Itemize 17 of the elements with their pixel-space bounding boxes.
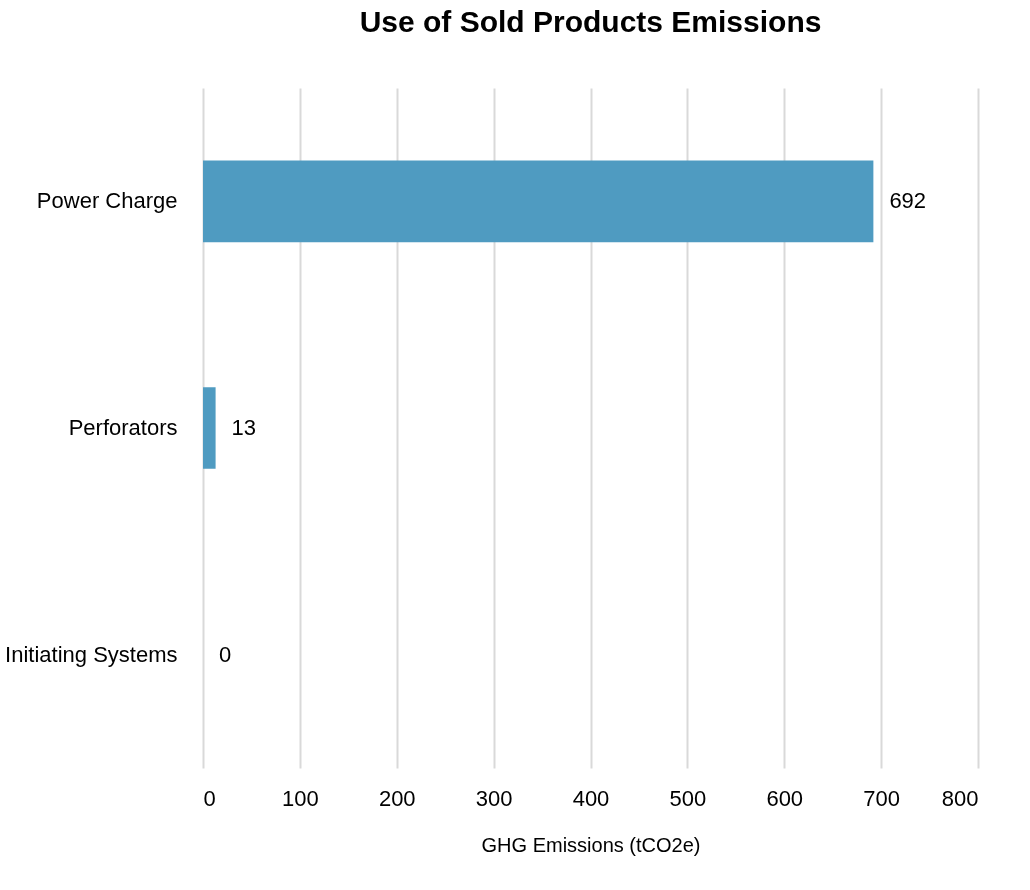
chart-title: Use of Sold Products Emissions — [359, 5, 822, 38]
data-label: 13 — [231, 415, 257, 440]
x-tick-label: 100 — [282, 785, 319, 811]
y-tick-label: Initiating Systems — [5, 641, 178, 667]
x-tick-label: 800 — [941, 785, 979, 811]
y-tick-label: Power Charge — [36, 188, 178, 214]
data-label: 692 — [889, 188, 927, 214]
y-tick-label: Perforators — [68, 415, 178, 440]
x-tick-label: 300 — [475, 785, 513, 811]
x-tick-label: 500 — [669, 785, 707, 811]
x-axis-title: GHG Emissions (tCO2e) — [481, 833, 701, 856]
x-tick-label: 400 — [572, 785, 610, 811]
data-label: 0 — [219, 641, 232, 667]
x-tick-label: 700 — [863, 785, 900, 811]
x-tick-label: 600 — [766, 785, 804, 811]
x-tick-label: 0 — [203, 785, 216, 811]
x-tick-label: 200 — [378, 785, 416, 811]
